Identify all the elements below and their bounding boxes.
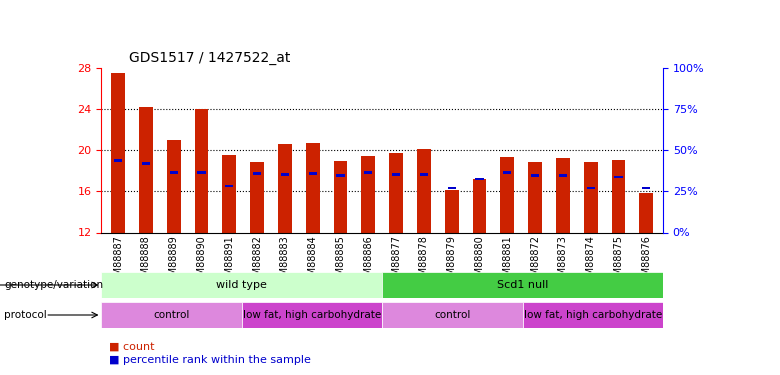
Text: wild type: wild type [216, 280, 268, 290]
Bar [448, 187, 456, 189]
Bar [612, 160, 626, 232]
FancyBboxPatch shape [382, 272, 663, 298]
Text: ■ percentile rank within the sample: ■ percentile rank within the sample [109, 355, 311, 365]
Bar [420, 174, 428, 176]
Bar [222, 155, 236, 232]
Bar [114, 159, 122, 162]
Text: control: control [154, 310, 190, 320]
Bar [640, 194, 654, 232]
Bar [142, 162, 150, 165]
FancyBboxPatch shape [101, 302, 242, 328]
Bar [139, 106, 153, 232]
Bar [583, 162, 597, 232]
Bar [306, 143, 320, 232]
FancyBboxPatch shape [523, 302, 663, 328]
Bar [169, 171, 178, 174]
Bar [473, 179, 487, 232]
Text: protocol: protocol [4, 310, 47, 320]
Text: ■ count: ■ count [109, 342, 154, 352]
Text: GDS1517 / 1427522_at: GDS1517 / 1427522_at [129, 51, 291, 65]
Bar [389, 153, 403, 232]
Bar [556, 158, 570, 232]
Bar [167, 140, 181, 232]
Bar [364, 171, 373, 174]
Text: control: control [434, 310, 470, 320]
Bar [250, 162, 264, 232]
Bar [417, 149, 431, 232]
Bar [503, 171, 512, 174]
Bar [111, 73, 125, 232]
FancyBboxPatch shape [382, 302, 523, 328]
Bar [334, 161, 347, 232]
Bar [528, 162, 542, 232]
Bar [253, 172, 261, 175]
Bar [445, 190, 459, 232]
Bar [392, 174, 400, 176]
Text: low fat, high carbohydrate: low fat, high carbohydrate [243, 310, 381, 320]
Bar [531, 174, 539, 177]
Bar [615, 176, 622, 178]
Bar [587, 187, 595, 189]
Bar [194, 109, 208, 232]
Text: low fat, high carbohydrate: low fat, high carbohydrate [523, 310, 662, 320]
FancyBboxPatch shape [242, 302, 382, 328]
Text: Scd1 null: Scd1 null [497, 280, 548, 290]
Bar [225, 185, 233, 188]
Bar [500, 157, 514, 232]
Bar [558, 174, 567, 177]
Bar [642, 187, 651, 189]
Bar [281, 174, 289, 176]
Text: genotype/variation: genotype/variation [4, 280, 103, 290]
Bar [197, 171, 206, 174]
FancyBboxPatch shape [101, 272, 382, 298]
Bar [309, 172, 317, 175]
Bar [278, 144, 292, 232]
Bar [361, 156, 375, 232]
Bar [475, 178, 484, 180]
Bar [336, 174, 345, 177]
